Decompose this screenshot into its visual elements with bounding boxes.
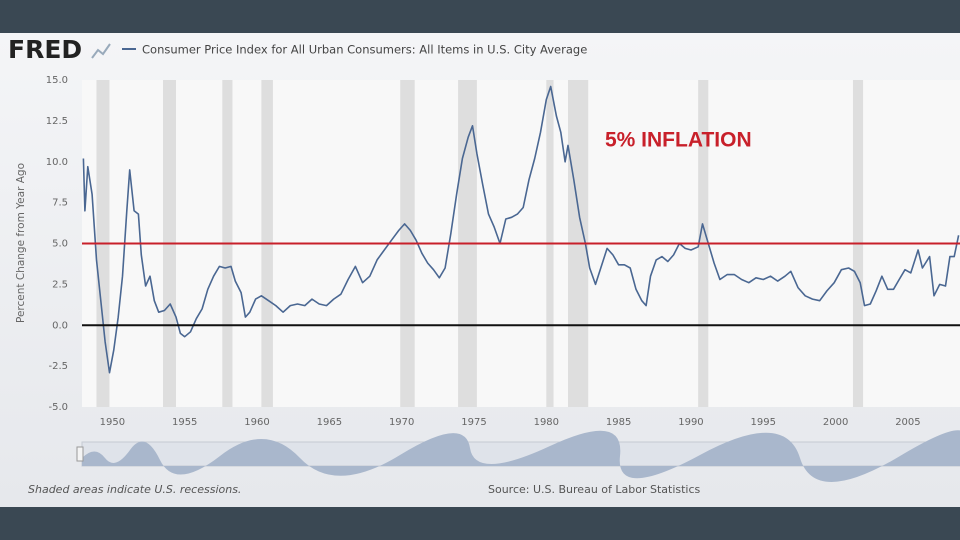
- y-tick-label: 12.5: [46, 116, 68, 127]
- y-tick-label: 5.0: [52, 239, 68, 250]
- x-tick-label: 1965: [317, 417, 342, 428]
- logo-icon: [91, 43, 111, 59]
- x-tick-label: 1990: [678, 417, 703, 428]
- x-tick-label: 1985: [606, 417, 631, 428]
- x-tick-label: 2000: [823, 417, 848, 428]
- y-tick-label: 2.5: [52, 279, 68, 290]
- y-tick-label: 15.0: [46, 75, 68, 86]
- logo: FRED: [8, 35, 82, 64]
- legend-label: Consumer Price Index for All Urban Consu…: [142, 43, 587, 57]
- y-tick-label: -5.0: [48, 402, 68, 413]
- note: Shaded areas indicate U.S. recessions.: [28, 483, 241, 496]
- annotation: 5% INFLATION: [605, 129, 752, 152]
- x-tick-label: 1970: [389, 417, 414, 428]
- x-tick-label: 2005: [895, 417, 920, 428]
- x-tick-label: 1955: [172, 417, 197, 428]
- y-tick-label: -2.5: [48, 361, 68, 372]
- x-tick-label: 1950: [100, 417, 125, 428]
- x-tick-label: 1975: [461, 417, 486, 428]
- navigator-handle: [76, 446, 84, 462]
- navigator-preview: [82, 430, 960, 482]
- y-axis-label: Percent Change from Year Ago: [15, 163, 27, 323]
- source: Source: U.S. Bureau of Labor Statistics: [488, 483, 701, 496]
- top-bar: [0, 0, 960, 33]
- x-tick-label: 1995: [751, 417, 776, 428]
- x-tick-label: 1960: [244, 417, 269, 428]
- bottom-bar: [0, 507, 960, 540]
- y-tick-label: 10.0: [46, 157, 68, 168]
- y-tick-label: 7.5: [52, 198, 68, 209]
- y-tick-label: 0.0: [52, 320, 68, 331]
- x-tick-label: 1980: [534, 417, 559, 428]
